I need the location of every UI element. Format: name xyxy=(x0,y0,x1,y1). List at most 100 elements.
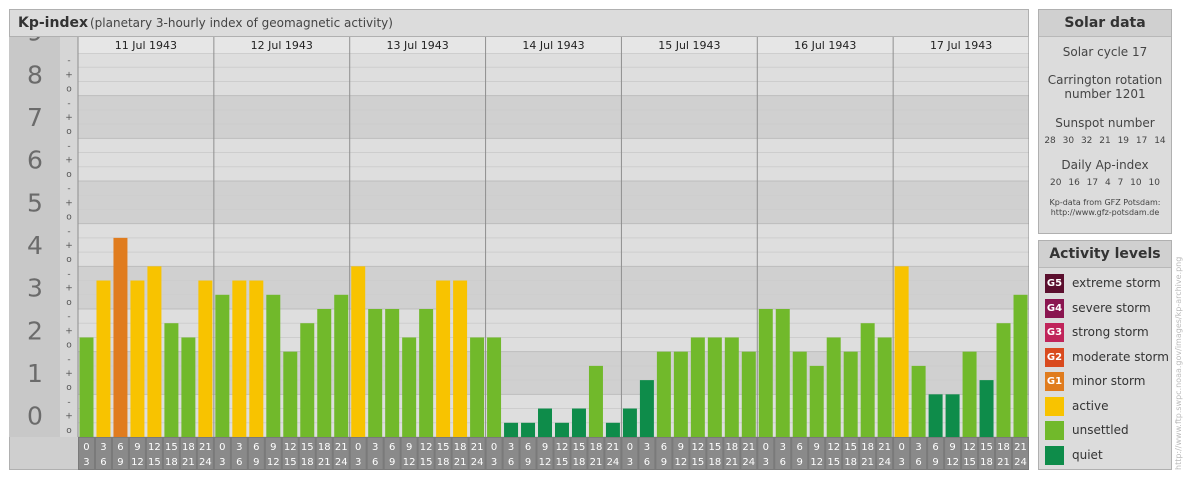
third-mark: + xyxy=(65,241,73,251)
hour-end-label: 18 xyxy=(165,457,178,468)
activity-level-swatch xyxy=(1045,445,1064,465)
hour-start-label: 12 xyxy=(556,442,569,453)
third-mark: o xyxy=(66,383,72,393)
kp-bar xyxy=(436,280,451,437)
hour-end-label: 9 xyxy=(797,457,803,468)
activity-level-swatch: G3 xyxy=(1045,323,1064,342)
activity-level-label: minor storm xyxy=(1072,374,1146,388)
activity-level-label: strong storm xyxy=(1072,325,1149,339)
kp-bar xyxy=(877,337,892,437)
kp-bar xyxy=(690,337,705,437)
kp-bar xyxy=(266,294,281,437)
hour-cell xyxy=(639,438,655,469)
hour-end-label: 24 xyxy=(607,457,620,468)
hour-end-label: 18 xyxy=(437,457,450,468)
hour-end-label: 15 xyxy=(420,457,433,468)
y-tick-label: 7 xyxy=(27,103,43,132)
kp-bar xyxy=(928,394,943,437)
hour-start-label: 18 xyxy=(997,442,1010,453)
hour-cell xyxy=(401,438,417,469)
hour-start-label: 18 xyxy=(861,442,874,453)
hour-cell xyxy=(95,438,111,469)
kp-bar xyxy=(809,365,824,437)
hour-start-label: 6 xyxy=(932,442,938,453)
kp-bar-chart: 11 Jul 1943 12 Jul 1943 13 Jul 1943 14 Jul … xyxy=(9,37,1029,470)
kp-bar xyxy=(639,380,654,437)
third-mark: + xyxy=(65,284,73,294)
hour-cell xyxy=(214,438,230,469)
hour-cell xyxy=(775,438,791,469)
day-label: 17 Jul 1943 xyxy=(930,39,992,52)
activity-levels-panel: Activity levels G5 extreme storm G4 severe … xyxy=(1038,240,1172,470)
hour-cell xyxy=(503,438,519,469)
y-tick-label: 3 xyxy=(27,274,43,303)
hour-end-label: 9 xyxy=(389,457,395,468)
hour-start-label: 9 xyxy=(406,442,412,453)
hour-cell xyxy=(588,438,604,469)
hour-cell xyxy=(520,438,536,469)
hour-start-label: 12 xyxy=(963,442,976,453)
third-mark: - xyxy=(67,184,70,194)
hour-start-label: 0 xyxy=(83,442,89,453)
hour-end-label: 18 xyxy=(844,457,857,468)
day-label: 12 Jul 1943 xyxy=(251,39,313,52)
hour-end-label: 6 xyxy=(372,457,378,468)
hour-cell xyxy=(1013,438,1028,469)
hour-end-label: 9 xyxy=(932,457,938,468)
hour-end-label: 21 xyxy=(997,457,1010,468)
hour-cell xyxy=(656,438,672,469)
hour-cell xyxy=(571,438,587,469)
kp-bar xyxy=(283,351,298,437)
hour-end-label: 9 xyxy=(525,457,531,468)
y-tick-label: 4 xyxy=(27,231,43,260)
hour-start-label: 3 xyxy=(508,442,514,453)
hour-start-label: 21 xyxy=(335,442,348,453)
credit-line1: Kp-data from GFZ Potsdam: xyxy=(1049,198,1161,207)
hour-cell xyxy=(469,438,485,469)
activity-level-swatch: G2 xyxy=(1045,347,1064,367)
kp-bar xyxy=(164,323,179,437)
hour-cell xyxy=(452,438,468,469)
kp-bar xyxy=(351,266,366,437)
carrington-line1: Carrington rotation xyxy=(1047,73,1163,87)
kp-bar xyxy=(894,266,909,437)
chart-header: Kp-index (planetary 3-hourly index of ge… xyxy=(9,9,1029,37)
hour-start-label: 12 xyxy=(691,442,704,453)
hour-start-label: 12 xyxy=(148,442,161,453)
hour-start-label: 6 xyxy=(117,442,123,453)
third-mark: o xyxy=(66,127,72,137)
kp-bar xyxy=(504,422,519,437)
hour-end-label: 15 xyxy=(556,457,569,468)
hour-cell xyxy=(180,438,196,469)
y-tick-label: 5 xyxy=(27,188,43,217)
hour-end-label: 24 xyxy=(471,457,484,468)
kp-bar xyxy=(911,365,926,437)
kp-bar xyxy=(962,351,977,437)
hour-start-label: 12 xyxy=(420,442,433,453)
third-mark: - xyxy=(67,99,70,109)
kp-bar xyxy=(860,323,875,437)
hour-start-label: 12 xyxy=(284,442,297,453)
hour-start-label: 15 xyxy=(573,442,586,453)
hour-start-label: 3 xyxy=(780,442,786,453)
hour-end-label: 12 xyxy=(810,457,823,468)
kp-bar xyxy=(538,408,552,437)
third-mark: o xyxy=(66,298,72,308)
hour-start-label: 0 xyxy=(898,442,904,453)
kp-bar xyxy=(656,351,671,437)
kp-bar xyxy=(843,351,858,437)
third-mark: o xyxy=(66,426,72,436)
kp-bar xyxy=(792,351,807,437)
hour-start-label: 3 xyxy=(644,442,650,453)
hour-end-label: 12 xyxy=(131,457,144,468)
kp-bar xyxy=(147,266,162,437)
hour-start-label: 15 xyxy=(301,442,314,453)
hour-cell xyxy=(860,438,876,469)
hour-cell xyxy=(231,438,247,469)
hour-cell xyxy=(673,438,689,469)
kp-bar xyxy=(317,309,332,437)
hour-end-label: 21 xyxy=(590,457,603,468)
third-mark: - xyxy=(67,397,70,407)
hour-start-label: 9 xyxy=(134,442,140,453)
hour-cell xyxy=(724,438,740,469)
